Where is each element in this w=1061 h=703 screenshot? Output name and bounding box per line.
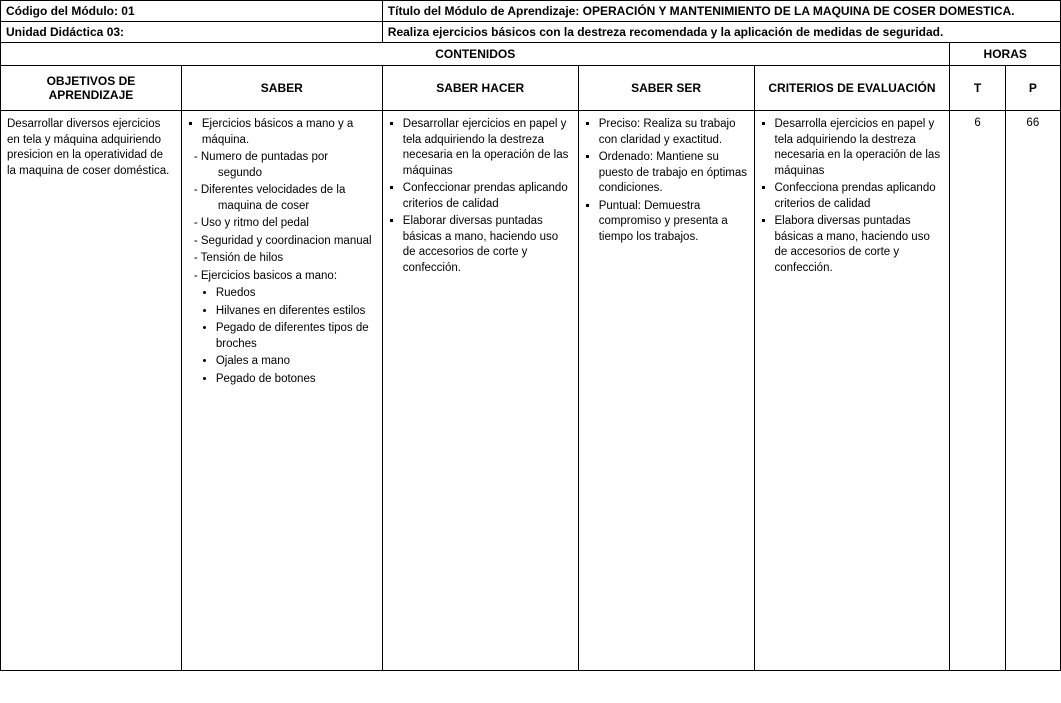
cell-p: 66 (1005, 111, 1060, 671)
header-row-1: Código del Módulo: 01 Título del Módulo … (1, 1, 1061, 22)
unidad-value: Realiza ejercicios básicos con la destre… (388, 25, 944, 39)
dash-sub: segundo (194, 166, 376, 182)
cell-t: 6 (950, 111, 1005, 671)
module-table: Código del Módulo: 01 Título del Módulo … (0, 0, 1061, 671)
section-row: CONTENIDOS HORAS (1, 43, 1061, 66)
col-criterios: CRITERIOS DE EVALUACIÓN (754, 66, 950, 111)
list-item: Desarrolla ejercicios en papel y tela ad… (775, 117, 944, 179)
list-item: Hilvanes en diferentes estilos (216, 304, 376, 320)
unidad-label: Unidad Didáctica 03: (6, 25, 124, 39)
list-item: Ordenado: Mantiene su puesto de trabajo … (599, 150, 748, 197)
saber-sq-list: Ejercicios básicos a mano y a máquina. (188, 117, 376, 148)
list-item: Ejercicios basicos a mano: (194, 269, 376, 285)
dash-sub: maquina de coser (194, 199, 376, 215)
col-t: T (950, 66, 1005, 111)
list-item: Ojales a mano (216, 354, 376, 370)
titulo-label: Título del Módulo de Aprendizaje: (388, 4, 583, 18)
list-item: Uso y ritmo del pedal (194, 216, 376, 232)
list-item: Ejercicios básicos a mano y a máquina. (202, 117, 376, 148)
col-p: P (1005, 66, 1060, 111)
cell-saber-ser: Preciso: Realiza su trabajo con claridad… (578, 111, 754, 671)
dash-text: Diferentes velocidades de la (201, 184, 345, 196)
list-item: Confecciona prendas aplicando criterios … (775, 181, 944, 212)
list-item: Confeccionar prendas aplicando criterios… (403, 181, 572, 212)
list-item: Puntual: Demuestra compromiso y presenta… (599, 199, 748, 246)
col-saber-hacer: SABER HACER (382, 66, 578, 111)
list-item: Preciso: Realiza su trabajo con claridad… (599, 117, 748, 148)
cell-saber-hacer: Desarrollar ejercicios en papel y tela a… (382, 111, 578, 671)
list-item: Desarrollar ejercicios en papel y tela a… (403, 117, 572, 179)
list-item: Pegado de botones (216, 372, 376, 388)
saber-hacer-list: Desarrollar ejercicios en papel y tela a… (389, 117, 572, 276)
saber-ser-list: Preciso: Realiza su trabajo con claridad… (585, 117, 748, 245)
cell-saber: Ejercicios básicos a mano y a máquina. N… (181, 111, 382, 671)
content-row: Desarrollar diversos ejercicios en tela … (1, 111, 1061, 671)
list-item: Numero de puntadas por segundo (194, 150, 376, 181)
column-header-row: OBJETIVOS DE APRENDIZAJE SABER SABER HAC… (1, 66, 1061, 111)
list-item: Pegado de diferentes tipos de broches (216, 321, 376, 352)
cell-objetivos: Desarrollar diversos ejercicios en tela … (1, 111, 182, 671)
saber-dot-list: Ruedos Hilvanes en diferentes estilos Pe… (188, 286, 376, 387)
titulo-cell: Título del Módulo de Aprendizaje: OPERAC… (382, 1, 1060, 22)
col-saber-ser: SABER SER (578, 66, 754, 111)
list-item: Diferentes velocidades de la maquina de c… (194, 183, 376, 214)
cell-criterios: Desarrolla ejercicios en papel y tela ad… (754, 111, 950, 671)
saber-dash-list: Numero de puntadas por segundo Diferentes… (188, 150, 376, 284)
horas-header: HORAS (950, 43, 1061, 66)
col-saber: SABER (181, 66, 382, 111)
dash-text: Numero de puntadas por (201, 151, 328, 163)
unidad-label-cell: Unidad Didáctica 03: (1, 22, 383, 43)
contenidos-header: CONTENIDOS (1, 43, 950, 66)
list-item: Seguridad y coordinacion manual (194, 234, 376, 250)
list-item: Elabora diversas puntadas básicas a mano… (775, 214, 944, 276)
list-item: Elaborar diversas puntadas básicas a man… (403, 214, 572, 276)
codigo-label: Código del Módulo: 01 (6, 4, 135, 18)
unidad-value-cell: Realiza ejercicios básicos con la destre… (382, 22, 1060, 43)
col-objetivos: OBJETIVOS DE APRENDIZAJE (1, 66, 182, 111)
criterios-list: Desarrolla ejercicios en papel y tela ad… (761, 117, 944, 276)
header-row-2: Unidad Didáctica 03: Realiza ejercicios … (1, 22, 1061, 43)
titulo-value: OPERACIÓN Y MANTENIMIENTO DE LA MAQUINA … (583, 4, 1015, 18)
list-item: Tensión de hilos (194, 251, 376, 267)
objetivos-text: Desarrollar diversos ejercicios en tela … (7, 118, 169, 177)
list-item: Ruedos (216, 286, 376, 302)
codigo-cell: Código del Módulo: 01 (1, 1, 383, 22)
